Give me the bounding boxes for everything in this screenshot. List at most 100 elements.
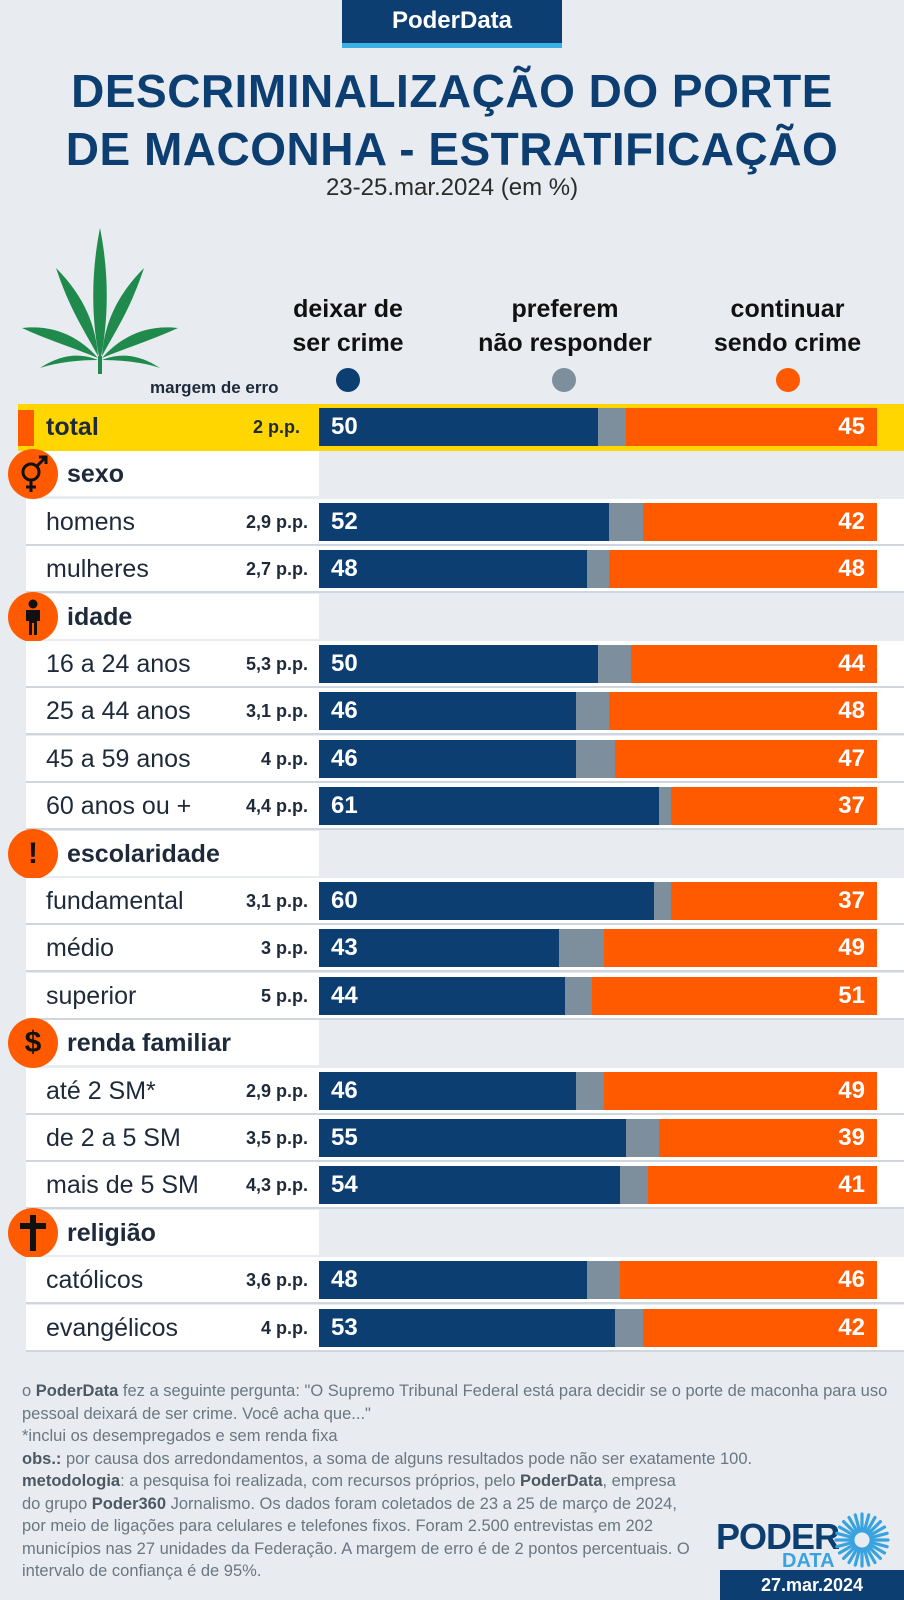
category-header-bg [26, 1209, 319, 1255]
logo-burst-ray [842, 1544, 858, 1560]
category-header: sexo [0, 449, 904, 500]
category-label: escolaridade [67, 839, 220, 868]
category-header-bg [26, 593, 319, 639]
row-margin-of-error: 2,9 p.p. [245, 511, 308, 532]
bar-nao-responder [586, 550, 610, 589]
date-badge: 27.mar.2024 [720, 1570, 904, 1600]
row-label: homens [46, 507, 135, 536]
bar-continuar [603, 929, 877, 968]
bar-continuar [648, 1166, 877, 1205]
logo-burst-ray [866, 1520, 882, 1536]
value-deixar: 53 [331, 1313, 358, 1341]
row-margin-of-error: 2,7 p.p. [245, 559, 308, 580]
note-meth-brand2: Poder360 [91, 1494, 167, 1513]
value-deixar: 54 [331, 1171, 358, 1199]
value-deixar: 48 [331, 1266, 358, 1294]
row-margin-of-error: 3,1 p.p. [245, 701, 308, 722]
logo-burst-ray [835, 1540, 855, 1549]
bar-continuar [670, 787, 877, 826]
row-margin-of-error: 5 p.p. [260, 985, 308, 1006]
person-icon [8, 591, 58, 642]
subtitle: 23-25.mar.2024 (em %) [325, 174, 579, 201]
bar-deixar [319, 550, 587, 589]
bar-continuar [614, 739, 877, 778]
value-deixar: 43 [331, 934, 358, 962]
legend-dot-nao-responder [552, 368, 576, 392]
bar-nao-responder [558, 929, 604, 968]
bar-continuar [659, 1119, 877, 1157]
row-margin-of-error: 5,3 p.p. [245, 654, 308, 674]
row-label: 60 anos ou + [46, 792, 192, 821]
logo-burst-ray [842, 1520, 858, 1536]
bar-nao-responder [586, 1261, 621, 1300]
dollar-icon: $ [8, 1018, 58, 1069]
logo-burst-ray [862, 1547, 871, 1567]
value-continuar: 42 [838, 1313, 865, 1341]
margin-of-error-label: margem de erro [150, 378, 279, 397]
value-continuar: 51 [838, 981, 865, 1009]
value-deixar: 55 [331, 1124, 358, 1151]
bar-deixar [319, 929, 559, 968]
row-label: 25 a 44 anos [46, 697, 191, 726]
value-continuar: 44 [838, 650, 865, 677]
note-meth-label: metodologia [22, 1472, 121, 1490]
bar-deixar [319, 1308, 615, 1347]
note-meth-brand: PoderData [519, 1472, 603, 1490]
cannabis-leaf-icon [22, 228, 178, 374]
logo-burst-ray [868, 1542, 887, 1555]
value-deixar: 46 [331, 1076, 358, 1104]
bar-nao-responder [598, 645, 632, 683]
value-deixar: 46 [331, 697, 358, 725]
row-label: até 2 SM* [46, 1076, 156, 1105]
row-margin-of-error: 4,4 p.p. [245, 796, 308, 817]
bar-continuar [642, 1308, 877, 1347]
row-label: mais de 5 SM [46, 1171, 199, 1200]
legend-deixar-line2: ser crime [292, 329, 404, 357]
bar-deixar [319, 1071, 576, 1110]
value-deixar: 44 [331, 981, 358, 1009]
row-label: de 2 a 5 SM [46, 1124, 181, 1152]
row-margin-of-error: 4 p.p. [260, 1317, 308, 1338]
logo-burst-ray [866, 1544, 882, 1560]
value-deixar: 48 [331, 555, 358, 583]
note-methodology: metodologia: a pesquisa foi realizada, c… [22, 1470, 690, 1583]
row-label: 16 a 24 anos [46, 650, 191, 678]
bar-continuar [609, 550, 877, 589]
logo-burst-ray [862, 1513, 871, 1533]
bar-deixar [319, 692, 576, 731]
row-label: superior [46, 981, 137, 1010]
row-label: evangélicos [46, 1313, 179, 1342]
bar-continuar [631, 645, 877, 683]
logo-data-text: DATA [782, 1550, 835, 1572]
category-header: ! escolaridade [0, 828, 904, 879]
value-continuar: 49 [838, 934, 865, 962]
logo-burst-ray [864, 1546, 877, 1565]
logo-burst-ray [868, 1525, 887, 1538]
value-continuar: 45 [838, 413, 865, 440]
bar-deixar [319, 882, 654, 920]
category-header: $ renda familiar [0, 1018, 904, 1069]
note-obs-label: obs.: [22, 1449, 62, 1468]
cross-icon [8, 1207, 58, 1258]
category-header: idade [0, 591, 904, 642]
logo-burst-ray [847, 1546, 860, 1565]
bar-nao-responder [659, 787, 671, 826]
bar-continuar [642, 502, 877, 541]
row-margin-of-error: 2,9 p.p. [245, 1080, 308, 1101]
legend-continuar: continuar sendo crime [700, 292, 875, 360]
legend-continuar-line1: continuar [730, 295, 845, 323]
legend-dot-continuar [776, 368, 800, 392]
bar-continuar [603, 1071, 877, 1110]
bar-nao-responder [575, 739, 615, 778]
note-q-brand: PoderData [35, 1382, 119, 1400]
note-question: o PoderData fez a seguinte pergunta: "O … [22, 1382, 888, 1423]
note-footnote: *inclui os desempregados e sem renda fix… [22, 1427, 338, 1445]
value-deixar: 60 [331, 887, 358, 914]
row-margin-of-error: 3,1 p.p. [245, 891, 308, 911]
bar-nao-responder [620, 1166, 649, 1205]
value-continuar: 41 [838, 1171, 865, 1199]
value-continuar: 49 [838, 1076, 865, 1104]
value-continuar: 39 [838, 1124, 865, 1151]
logo-burst-ray [853, 1547, 862, 1567]
bar-deixar [319, 1261, 587, 1300]
